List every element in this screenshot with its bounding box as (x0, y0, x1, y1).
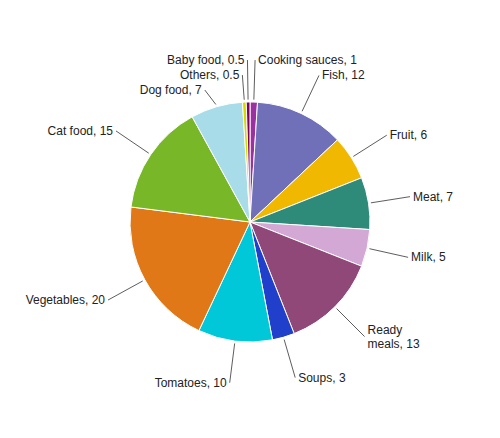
slice-label: Soups, 3 (298, 371, 346, 385)
label-line: Fish, 12 (322, 68, 365, 82)
pie-wedge (192, 102, 250, 222)
leader-line (353, 135, 386, 156)
leader-line (284, 340, 295, 378)
leader-line (116, 131, 149, 153)
label-line: Meat, 7 (413, 190, 453, 204)
label-line: meals, 13 (368, 337, 420, 351)
label-line: Cat food, 15 (48, 124, 114, 138)
pie-wedge (242, 102, 250, 222)
leader-line (369, 249, 408, 258)
leader-line (254, 60, 255, 100)
label-line: Fruit, 6 (390, 128, 428, 142)
label-line: Dog food, 7 (140, 83, 202, 97)
pie-wedge (250, 178, 370, 230)
slice-label: Baby food, 0.5 (167, 53, 245, 67)
pie-chart: Cooking sauces, 1Fish, 12 Fruit, 6 Meat, 7… (0, 0, 500, 438)
slice-label: Cat food, 15 (48, 124, 114, 138)
leader-line (242, 75, 244, 100)
slice-label: Others, 0.5 (180, 68, 240, 82)
slice-label: Readymeals, 13 (368, 323, 420, 351)
leader-line (337, 309, 365, 337)
slice-label: Fruit, 6 (390, 128, 428, 142)
slice-label: Cooking sauces, 1 (258, 53, 357, 67)
label-line: Tomatoes, 10 (155, 376, 227, 390)
leader-line (108, 281, 143, 300)
label-line: Ready (368, 323, 403, 337)
label-line: Milk, 5 (411, 250, 446, 264)
label-line: Vegetables, 20 (26, 293, 106, 307)
slice-label: Vegetables, 20 (26, 293, 106, 307)
leader-line (247, 60, 249, 100)
chart-container: Cooking sauces, 1Fish, 12 Fruit, 6 Meat, 7… (0, 0, 500, 438)
leader-line (230, 343, 235, 382)
slice-label: Tomatoes, 10 (155, 376, 227, 390)
pie-wedge (246, 102, 250, 222)
wedges (130, 102, 370, 342)
slice-label: Meat, 7 (413, 190, 453, 204)
label-line: Cooking sauces, 1 (258, 53, 357, 67)
label-line: Others, 0.5 (180, 68, 240, 82)
slice-label: Dog food, 7 (140, 83, 202, 97)
labels: Cooking sauces, 1Fish, 12 Fruit, 6 Meat, 7… (26, 53, 454, 390)
label-line: Soups, 3 (298, 371, 346, 385)
pie-wedge (130, 207, 250, 331)
label-line: Baby food, 0.5 (167, 53, 245, 67)
leader-line (371, 197, 410, 203)
leader-line (205, 90, 216, 104)
slice-label: Fish, 12 (322, 68, 365, 82)
slice-label: Milk, 5 (411, 250, 446, 264)
leader-line (302, 75, 319, 111)
